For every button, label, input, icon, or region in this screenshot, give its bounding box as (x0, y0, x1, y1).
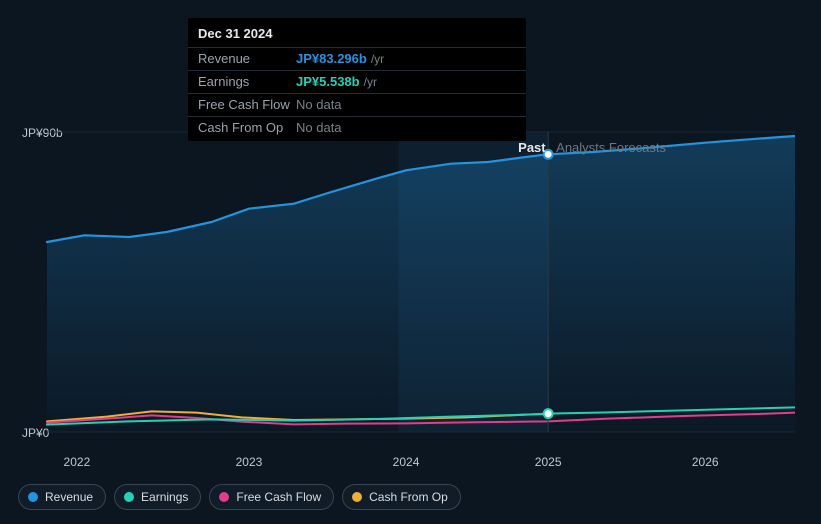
legend-item-free-cash-flow[interactable]: Free Cash Flow (209, 484, 334, 510)
legend-item-earnings[interactable]: Earnings (114, 484, 201, 510)
chart-svg (15, 120, 795, 450)
tooltip-row: EarningsJP¥5.538b/yr (188, 70, 526, 93)
tooltip-row-label: Free Cash Flow (198, 97, 296, 113)
x-axis-tick: 2024 (393, 455, 420, 469)
tooltip-row-value: JP¥83.296b (296, 51, 367, 67)
x-axis-tick: 2025 (535, 455, 562, 469)
forecast-section-label: Analysts Forecasts (556, 140, 666, 155)
tooltip-row: RevenueJP¥83.296b/yr (188, 47, 526, 70)
legend-item-label: Revenue (45, 490, 93, 504)
legend-dot-icon (219, 492, 229, 502)
tooltip-row-value: No data (296, 120, 342, 136)
tooltip-row: Free Cash FlowNo data (188, 93, 526, 116)
tooltip-row-value: No data (296, 97, 342, 113)
tooltip-row-label: Revenue (198, 51, 296, 67)
legend: Revenue Earnings Free Cash Flow Cash From O… (18, 484, 461, 510)
legend-item-label: Cash From Op (369, 490, 448, 504)
tooltip-row-suffix: /yr (371, 51, 384, 67)
x-axis-tick: 2023 (236, 455, 263, 469)
legend-dot-icon (28, 492, 38, 502)
tooltip-row-label: Cash From Op (198, 120, 296, 136)
tooltip-row-suffix: /yr (364, 74, 377, 90)
chart-area[interactable] (15, 120, 795, 450)
legend-item-cash-from-op[interactable]: Cash From Op (342, 484, 461, 510)
legend-item-label: Free Cash Flow (236, 490, 321, 504)
past-section-label: Past (518, 140, 545, 155)
legend-item-revenue[interactable]: Revenue (18, 484, 106, 510)
tooltip-row: Cash From OpNo data (188, 116, 526, 139)
tooltip: Dec 31 2024 RevenueJP¥83.296b/yrEarnings… (188, 18, 526, 141)
x-axis-tick: 2026 (692, 455, 719, 469)
legend-dot-icon (352, 492, 362, 502)
legend-dot-icon (124, 492, 134, 502)
tooltip-date: Dec 31 2024 (188, 24, 526, 47)
legend-item-label: Earnings (141, 490, 188, 504)
tooltip-row-label: Earnings (198, 74, 296, 90)
tooltip-row-value: JP¥5.538b (296, 74, 360, 90)
x-axis-tick: 2022 (64, 455, 91, 469)
